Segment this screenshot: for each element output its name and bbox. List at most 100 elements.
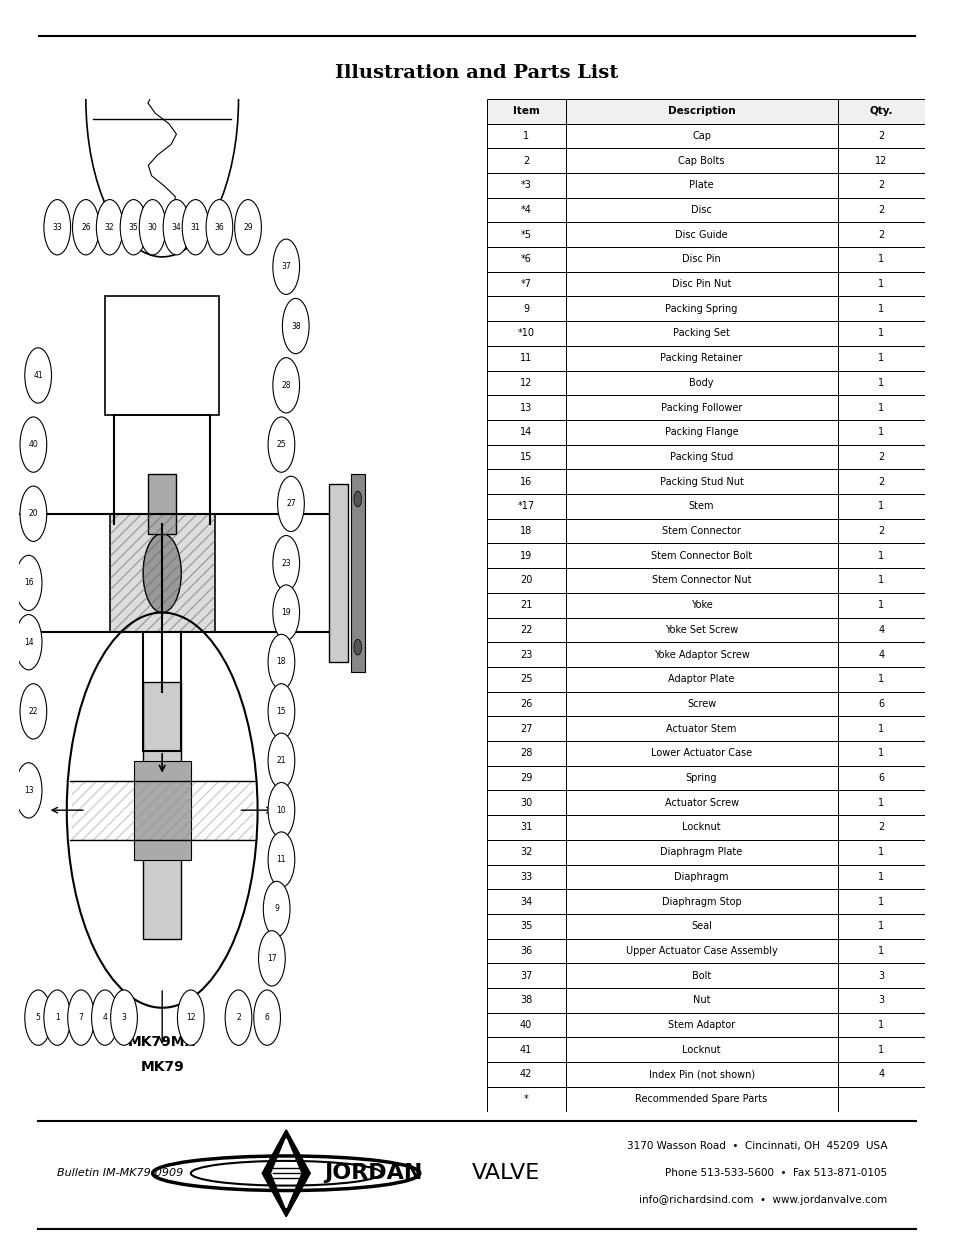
Bar — [565, 296, 837, 321]
Text: *4: *4 — [520, 205, 531, 215]
Bar — [837, 939, 924, 963]
Text: 28: 28 — [281, 380, 291, 390]
Text: 2: 2 — [878, 180, 883, 190]
Bar — [565, 198, 837, 222]
Bar — [486, 790, 565, 815]
Bar — [565, 124, 837, 148]
Text: 19: 19 — [281, 608, 291, 618]
Text: 2: 2 — [878, 230, 883, 240]
Text: 40: 40 — [519, 1020, 532, 1030]
Circle shape — [15, 763, 42, 818]
Circle shape — [96, 200, 123, 254]
Bar — [486, 1037, 565, 1062]
Bar — [565, 889, 837, 914]
Bar — [486, 988, 565, 1013]
Bar — [837, 395, 924, 420]
Bar — [565, 222, 837, 247]
Bar — [143, 682, 181, 939]
Circle shape — [72, 200, 99, 254]
Text: 29: 29 — [519, 773, 532, 783]
Bar — [837, 914, 924, 939]
Text: 6: 6 — [264, 1013, 270, 1023]
Text: Actuator Stem: Actuator Stem — [666, 724, 736, 734]
Text: Plate: Plate — [688, 180, 713, 190]
Bar — [565, 247, 837, 272]
Text: 20: 20 — [29, 509, 38, 519]
Bar — [486, 618, 565, 642]
Bar — [565, 568, 837, 593]
Circle shape — [273, 240, 299, 294]
Text: 33: 33 — [52, 222, 62, 232]
Text: 2: 2 — [878, 477, 883, 487]
Text: 2: 2 — [236, 1013, 240, 1023]
Bar — [837, 790, 924, 815]
Polygon shape — [262, 1130, 310, 1216]
Circle shape — [268, 635, 294, 689]
Text: 21: 21 — [276, 756, 286, 766]
Text: 13: 13 — [519, 403, 532, 412]
Text: Spring: Spring — [685, 773, 717, 783]
Circle shape — [277, 477, 304, 531]
Text: 32: 32 — [519, 847, 532, 857]
Text: 22: 22 — [29, 706, 38, 716]
Text: 1: 1 — [878, 897, 883, 906]
Bar — [837, 494, 924, 519]
Text: 27: 27 — [519, 724, 532, 734]
Bar — [486, 593, 565, 618]
Text: 1: 1 — [878, 1020, 883, 1030]
Circle shape — [177, 990, 204, 1045]
Text: 15: 15 — [276, 706, 286, 716]
Text: 3: 3 — [121, 1013, 127, 1023]
Bar — [486, 1013, 565, 1037]
Text: 10: 10 — [276, 805, 286, 815]
Text: 4: 4 — [878, 1070, 883, 1079]
Bar — [837, 618, 924, 642]
Bar — [105, 296, 219, 415]
Text: 13: 13 — [24, 785, 33, 795]
Bar — [565, 963, 837, 988]
Bar — [837, 642, 924, 667]
Circle shape — [354, 640, 361, 655]
Bar — [565, 99, 837, 124]
Circle shape — [20, 417, 47, 472]
Bar — [351, 474, 364, 672]
Text: Disc Guide: Disc Guide — [675, 230, 727, 240]
Bar — [837, 766, 924, 790]
Text: 1: 1 — [878, 304, 883, 314]
Text: 1: 1 — [878, 576, 883, 585]
Text: Actuator Screw: Actuator Screw — [664, 798, 738, 808]
Bar — [565, 766, 837, 790]
Bar — [565, 1037, 837, 1062]
Text: Index Pin (not shown): Index Pin (not shown) — [648, 1070, 754, 1079]
Bar — [486, 543, 565, 568]
Text: 33: 33 — [519, 872, 532, 882]
Bar — [565, 519, 837, 543]
Bar — [837, 1037, 924, 1062]
Circle shape — [91, 990, 118, 1045]
Bar — [565, 543, 837, 568]
Bar — [837, 716, 924, 741]
Text: 1: 1 — [878, 946, 883, 956]
Bar — [837, 568, 924, 593]
Text: 1: 1 — [878, 1045, 883, 1055]
Text: 3170 Wasson Road  •  Cincinnati, OH  45209  USA: 3170 Wasson Road • Cincinnati, OH 45209 … — [626, 1141, 886, 1151]
Bar — [837, 420, 924, 445]
Text: *17: *17 — [517, 501, 534, 511]
Text: Packing Spring: Packing Spring — [664, 304, 737, 314]
Bar — [486, 864, 565, 889]
Text: Lower Actuator Case: Lower Actuator Case — [650, 748, 751, 758]
Bar — [486, 519, 565, 543]
Circle shape — [268, 734, 294, 788]
Text: 23: 23 — [281, 558, 291, 568]
Text: 38: 38 — [519, 995, 532, 1005]
Text: Stem Connector Nut: Stem Connector Nut — [651, 576, 751, 585]
Bar — [565, 420, 837, 445]
Bar — [565, 790, 837, 815]
Circle shape — [163, 200, 190, 254]
Text: 7: 7 — [78, 1013, 84, 1023]
Bar — [565, 1013, 837, 1037]
Text: 2: 2 — [878, 131, 883, 141]
Bar — [565, 1087, 837, 1112]
Text: Cap: Cap — [691, 131, 710, 141]
Bar — [565, 321, 837, 346]
